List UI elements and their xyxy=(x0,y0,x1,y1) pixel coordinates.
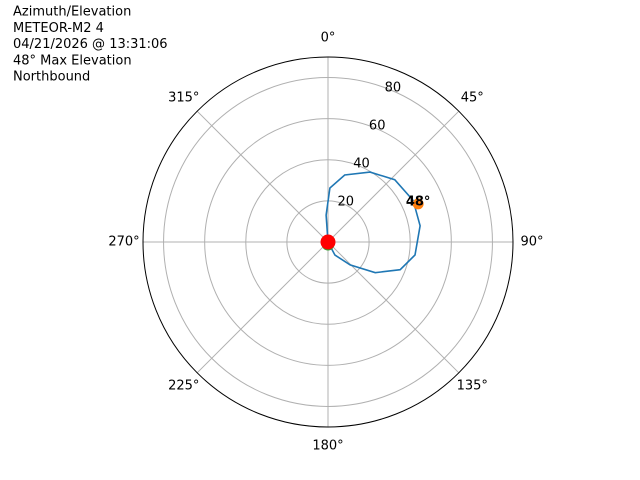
title-line: METEOR-M2 4 xyxy=(13,21,104,36)
title-line: 04/21/2026 @ 13:31:06 xyxy=(13,37,168,52)
theta-tick-label: 90° xyxy=(520,235,543,250)
theta-tick-label: 270° xyxy=(108,235,139,250)
theta-tick-label: 315° xyxy=(168,90,199,105)
polar-frame xyxy=(142,56,514,428)
r-tick-label: 60 xyxy=(369,119,386,134)
track-line xyxy=(325,171,421,274)
grid-spoke xyxy=(196,110,329,243)
pass-marker xyxy=(320,234,336,250)
r-tick-label: 80 xyxy=(385,81,402,96)
theta-tick-label: 180° xyxy=(312,439,343,454)
title-line: 48° Max Elevation xyxy=(13,53,132,68)
grid-spoke xyxy=(327,110,460,243)
title-line: Northbound xyxy=(13,70,90,85)
pass-marker xyxy=(412,198,424,210)
theta-tick-label: 225° xyxy=(168,379,199,394)
theta-tick-label: 45° xyxy=(461,90,484,105)
max-label: 48° xyxy=(406,194,431,209)
grid-spoke xyxy=(196,241,329,374)
theta-tick-label: 135° xyxy=(457,379,488,394)
title-line: Azimuth/Elevation xyxy=(13,5,131,20)
r-tick-label: 20 xyxy=(337,195,354,210)
theta-tick-label: 0° xyxy=(321,31,336,46)
r-tick-label: 40 xyxy=(353,157,370,172)
